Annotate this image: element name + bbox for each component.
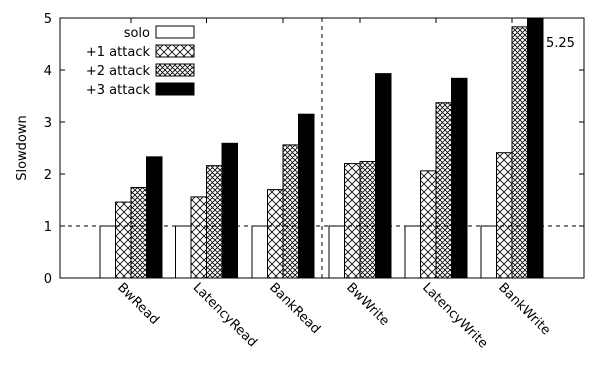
annotation-label: 5.25	[546, 36, 575, 51]
bar-LatencyWrite-s3	[451, 77, 468, 279]
bar-LatencyRead-s1	[190, 196, 207, 279]
y-axis-label: Slowdown	[15, 115, 30, 181]
bar-LatencyWrite-s0	[404, 225, 421, 279]
bar-BwWrite-s0	[328, 225, 345, 279]
bar-BwWrite-s2	[359, 161, 376, 279]
bar-LatencyRead-s3	[221, 142, 238, 279]
legend-label: +3 attack	[86, 83, 151, 98]
x-category-label: LatencyWrite	[419, 280, 490, 351]
legend-label: +1 attack	[86, 45, 151, 60]
bar-BankRead-s1	[267, 189, 284, 279]
y-tick-label: 4	[44, 64, 52, 79]
y-tick-label: 0	[44, 272, 52, 287]
bar-BankWrite-s1	[496, 152, 513, 279]
x-category-label: BwWrite	[343, 280, 392, 329]
y-tick-label: 2	[44, 168, 52, 183]
legend-swatch	[155, 25, 195, 39]
bar-LatencyRead-s2	[206, 165, 223, 279]
bar-BankWrite-s0	[480, 225, 497, 279]
bar-BwRead-s3	[146, 156, 163, 279]
plot-frame	[59, 17, 585, 279]
bar-BankRead-s2	[282, 144, 299, 279]
bar-BankRead-s3	[298, 113, 315, 279]
bar-BankWrite-s3	[527, 17, 544, 279]
bar-BwRead-s0	[99, 225, 116, 279]
x-category-label: BankWrite	[495, 280, 553, 338]
legend-label: solo	[124, 26, 150, 41]
x-category-label: BwRead	[114, 280, 162, 328]
bar-BwRead-s2	[130, 187, 147, 279]
x-category-label: BankRead	[266, 280, 323, 337]
bar-LatencyWrite-s2	[435, 102, 452, 279]
legend-swatch	[155, 82, 195, 96]
legend-swatch	[155, 44, 195, 58]
bar-BankRead-s0	[251, 225, 268, 279]
bar-BwWrite-s1	[344, 163, 361, 279]
bar-LatencyWrite-s1	[420, 170, 437, 279]
bar-LatencyRead-s0	[175, 225, 192, 279]
y-tick-label: 3	[44, 116, 52, 131]
bar-BwRead-s1	[115, 201, 132, 279]
bar-BwWrite-s3	[375, 73, 392, 279]
bar-BankWrite-s2	[511, 26, 528, 279]
y-tick-label: 1	[44, 220, 52, 235]
legend-swatch	[155, 63, 195, 77]
x-category-label: LatencyRead	[190, 280, 260, 350]
y-tick-label: 5	[44, 12, 52, 27]
plot-area: 0 1 2 3 4 5 BwRead LatencyRead BankRead BwWrite La…	[15, 12, 585, 351]
legend-label: +2 attack	[86, 64, 151, 79]
